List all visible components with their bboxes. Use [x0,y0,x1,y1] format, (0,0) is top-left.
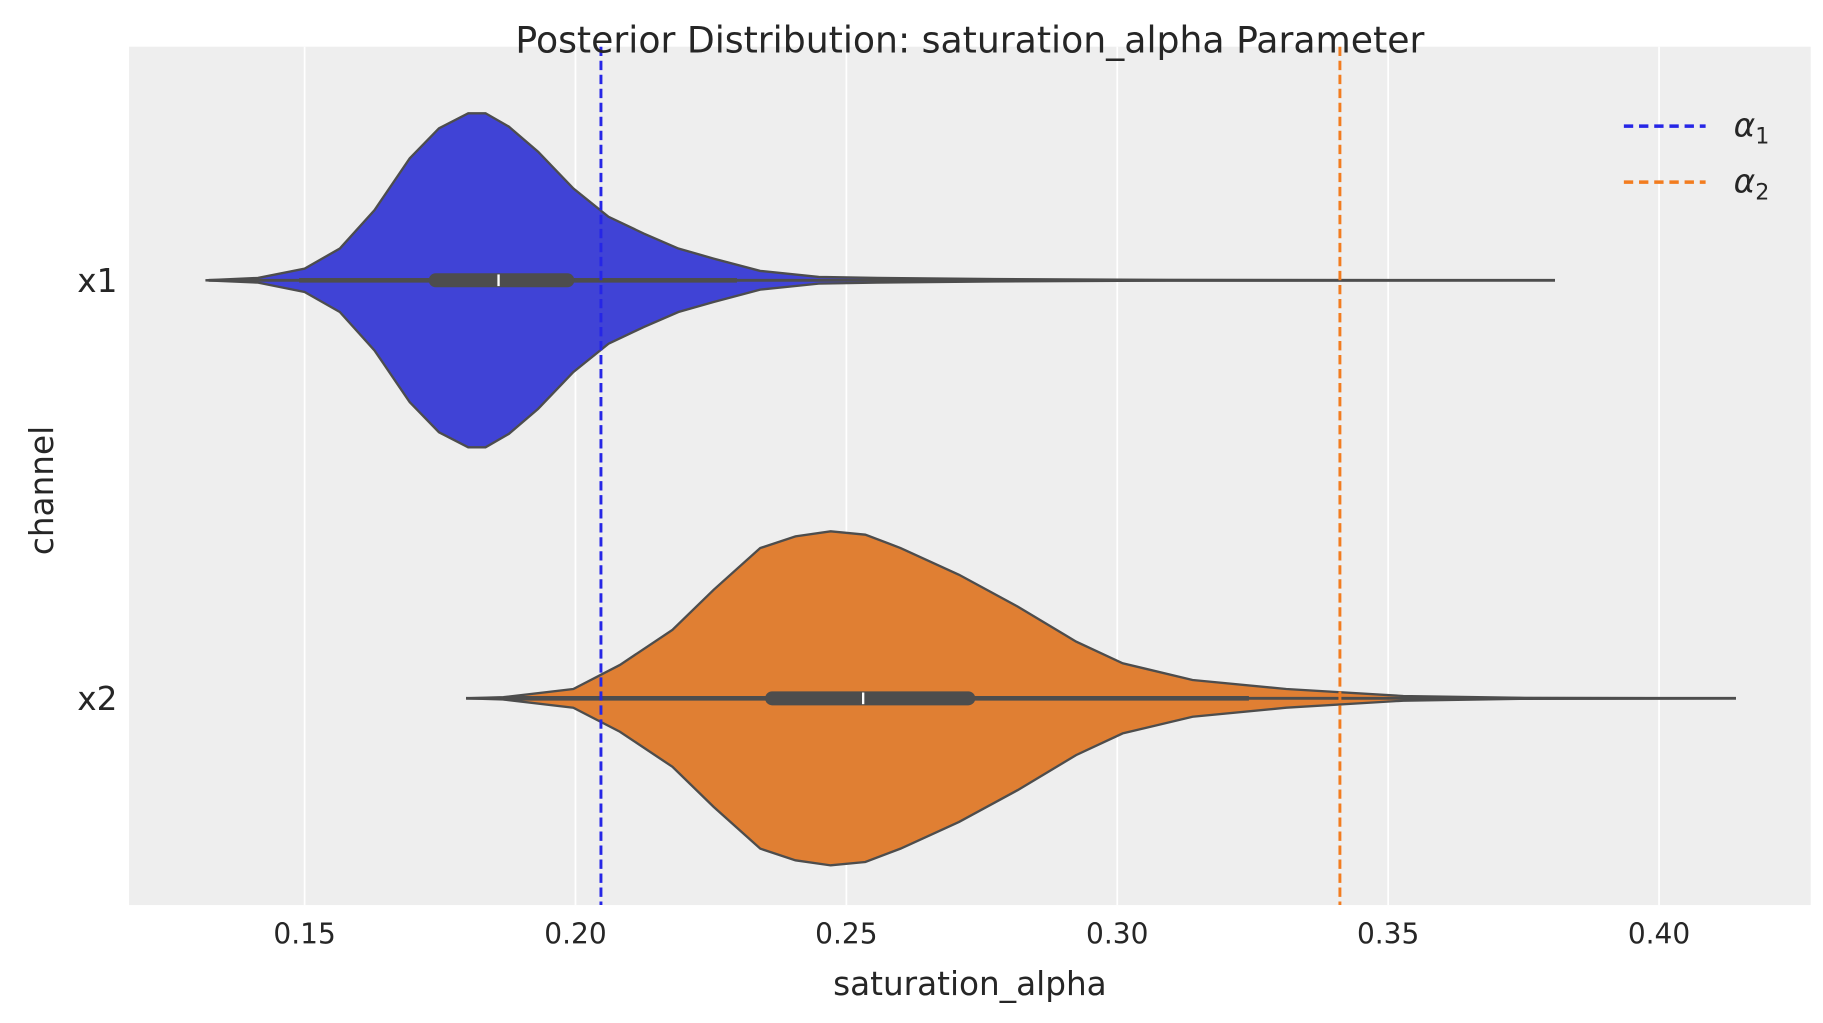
x-tick-label: 0.20 [544,918,606,951]
x-tick-label: 0.25 [815,918,877,951]
x-tick-label: 0.40 [1628,918,1690,951]
x-tick-label: 0.35 [1357,918,1419,951]
reference-lines [599,46,1342,906]
violins [205,112,1736,867]
y-tick-x1: x1 [77,262,117,300]
y-axis-label: channel [23,426,61,555]
chart-title: Posterior Distribution: saturation_alpha… [515,19,1424,62]
x-ticks: 0.15 0.20 0.25 0.30 0.35 0.40 [273,918,1690,951]
x-tick-label: 0.15 [273,918,335,951]
x-axis-label: saturation_alpha [833,965,1107,1003]
x-tick-label: 0.30 [1086,918,1148,951]
y-tick-x2: x2 [77,680,117,718]
